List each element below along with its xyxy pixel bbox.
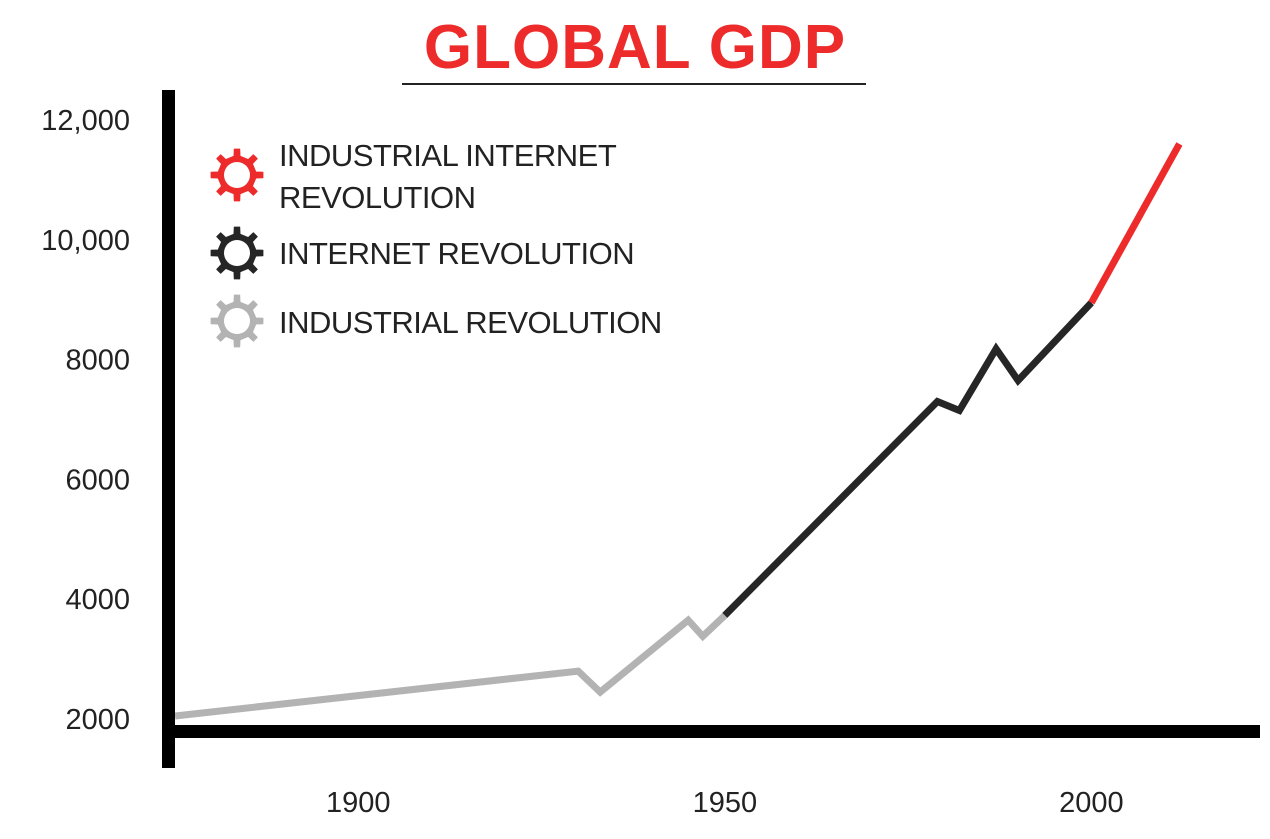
gear-icon — [210, 148, 264, 202]
y-tick-label: 12,000 — [41, 105, 130, 137]
legend-item: INTERNET REVOLUTION — [210, 226, 635, 280]
legend-item: INDUSTRIAL INTERNET REVOLUTION — [210, 138, 617, 215]
x-tick-label: 1950 — [693, 787, 758, 819]
legend: INDUSTRIAL INTERNET REVOLUTION INTERNET RE… — [210, 138, 662, 348]
y-axis-line — [162, 90, 175, 768]
x-axis-line — [162, 725, 1260, 738]
legend-item: INDUSTRIAL REVOLUTION — [210, 294, 662, 348]
y-tick-label: 6000 — [65, 464, 130, 496]
legend-label: INDUSTRIAL REVOLUTION — [279, 305, 662, 340]
title-underline — [402, 83, 866, 85]
legend-label: REVOLUTION — [279, 180, 476, 215]
legend-label: INDUSTRIAL INTERNET — [279, 138, 617, 173]
y-tick-label: 2000 — [65, 704, 130, 736]
series-line-industrial-revolution — [174, 612, 728, 720]
x-tick-label: 2000 — [1059, 787, 1124, 819]
chart-title: GLOBAL GDP — [423, 13, 847, 82]
series-line-internet-revolution — [722, 300, 1094, 618]
series-layer — [174, 142, 1183, 720]
x-tick-label: 1900 — [326, 787, 391, 819]
y-tick-label: 4000 — [65, 584, 130, 616]
y-tick-label: 10,000 — [41, 225, 130, 257]
series-line-industrial-internet-revolution — [1088, 142, 1183, 305]
legend-label: INTERNET REVOLUTION — [279, 236, 634, 271]
gear-icon — [210, 294, 264, 348]
y-tick-label: 8000 — [65, 345, 130, 377]
axes-layer — [162, 90, 1260, 768]
ticks-layer: 1900 1950 2000 2000 4000 6000 8000 10,000 12,000 — [41, 105, 1123, 819]
gear-icon — [210, 226, 264, 280]
